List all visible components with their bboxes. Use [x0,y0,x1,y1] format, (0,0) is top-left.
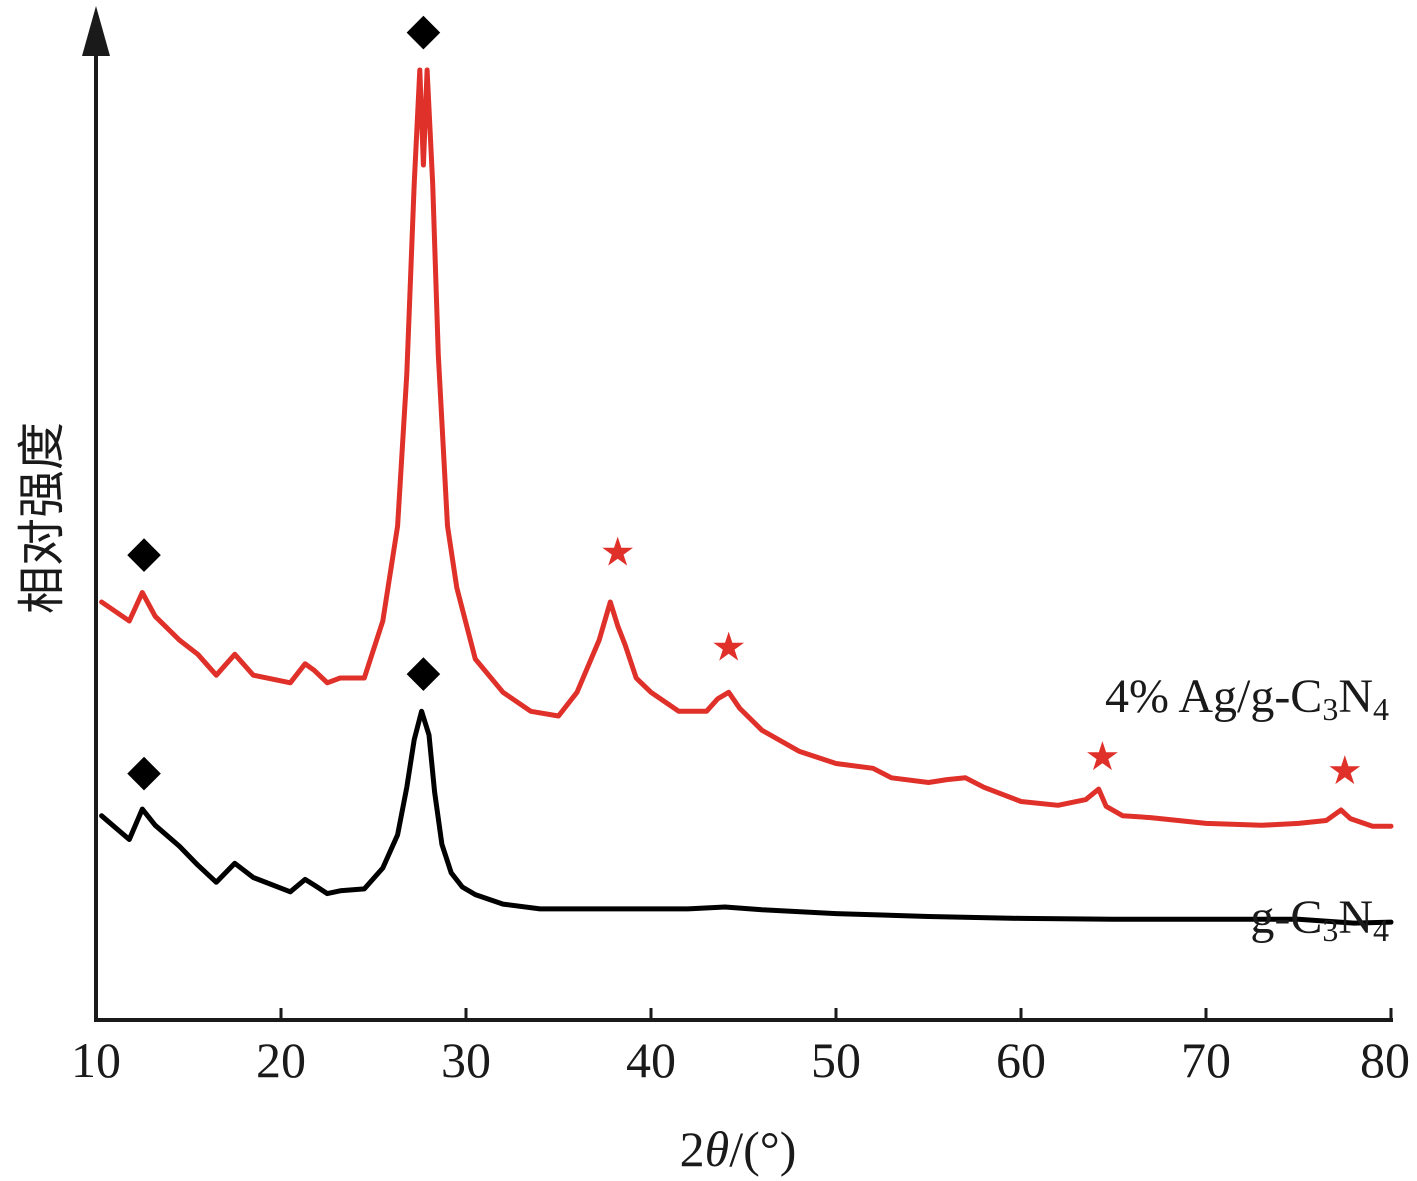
diamond-marker-6: ◆ [127,745,161,796]
x-tick-label-20: 20 [256,1032,306,1088]
x-tick-label-70: 70 [1181,1032,1231,1088]
x-tick-label-30: 30 [441,1032,491,1088]
series-label-gcn: g-C3N4 [1250,891,1389,948]
x-tick-label-40: 40 [626,1032,676,1088]
x-ticks [94,1008,1393,1020]
star-marker-2: ★ [600,530,636,576]
x-axis-title: 2θ/(°) [680,1121,797,1177]
diamond-marker-0: ◆ [127,527,161,578]
star-marker-3: ★ [711,625,747,671]
x-tick-label-50: 50 [811,1032,861,1088]
diamond-marker-1: ◆ [407,4,441,55]
series-label-ag: 4% Ag/g-C3N4 [1105,670,1389,727]
x-tick-label-10: 10 [71,1032,121,1088]
peak-markers: ◆ ◆ ★ ★ ★ ★ ◆ ◆ [127,4,1363,796]
series-line-gcn [99,708,1394,926]
diamond-marker-7: ◆ [407,645,441,696]
x-tick-label-60: 60 [996,1032,1046,1088]
x-tick-label-80: 80 [1360,1032,1410,1088]
series-line-ag-gcn [99,67,1394,829]
y-axis-arrow [82,6,110,56]
series-layer [99,67,1394,926]
star-marker-4: ★ [1084,734,1120,780]
x-tick-labels: 10 20 30 40 50 60 70 80 [71,1032,1410,1088]
star-marker-5: ★ [1327,748,1363,794]
y-axis-title: 相对强度 [14,422,70,614]
